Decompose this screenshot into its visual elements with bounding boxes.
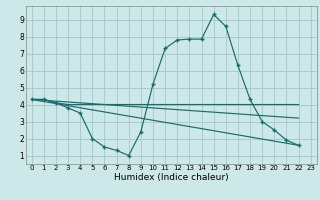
- X-axis label: Humidex (Indice chaleur): Humidex (Indice chaleur): [114, 173, 228, 182]
